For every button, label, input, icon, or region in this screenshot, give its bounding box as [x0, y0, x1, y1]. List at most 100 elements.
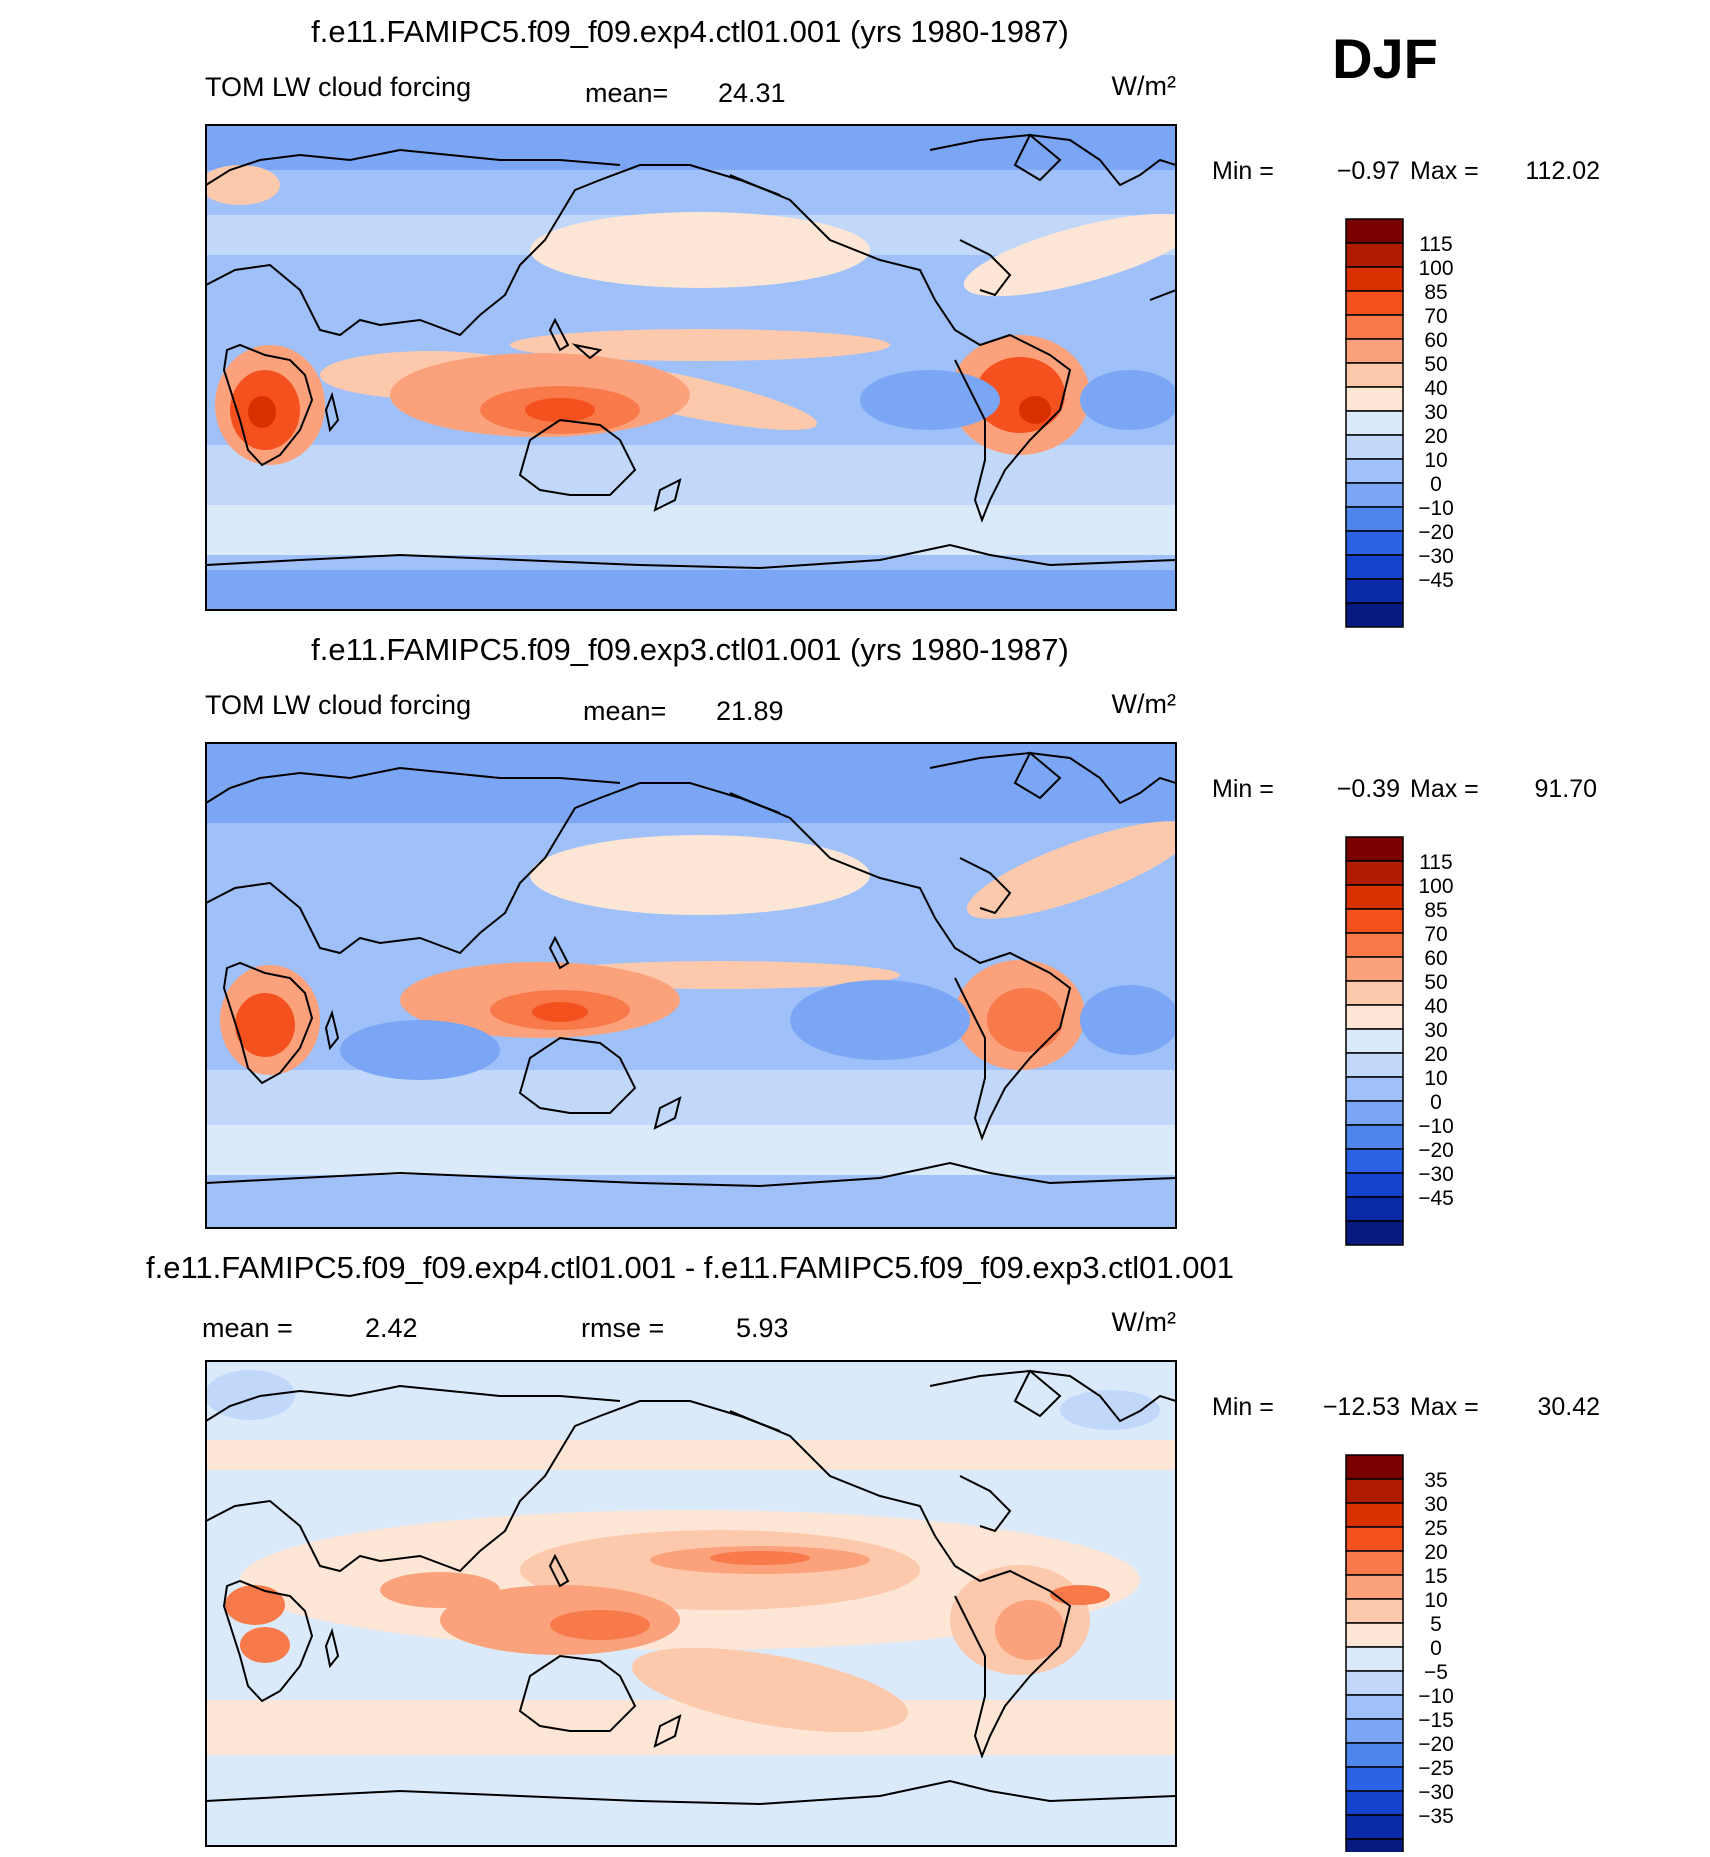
colorbar-swatch	[1345, 1148, 1404, 1174]
colorbar-label: 35	[1424, 1469, 1447, 1492]
europe-patch	[206, 165, 280, 205]
max-value: 112.02	[1525, 157, 1600, 185]
indian-ocean-dry	[340, 1020, 500, 1080]
colorbar-swatch	[1345, 362, 1404, 388]
field-blobs	[206, 1370, 1160, 1733]
colorbar-label: −20	[1418, 1139, 1454, 1162]
mean-value: 2.42	[365, 1313, 418, 1343]
colorbar-label: 85	[1424, 899, 1447, 922]
colorbar-label: −20	[1418, 1733, 1454, 1756]
colorbar-label: 0	[1430, 1091, 1442, 1114]
units-label: W/m²	[1112, 689, 1176, 719]
north-atlantic-band	[966, 821, 1176, 919]
mean-label: mean=	[583, 696, 666, 726]
colorbar-label: −30	[1418, 1781, 1454, 1804]
panel-exp3: f.e11.FAMIPC5.f09_f09.exp3.ctl01.001 (yr…	[205, 632, 1597, 1246]
mean-value: 24.31	[718, 78, 786, 108]
units-label: W/m²	[1112, 71, 1176, 101]
min-value: −0.39	[1337, 775, 1400, 803]
colorbar-swatch	[1345, 1076, 1404, 1102]
panel-title: f.e11.FAMIPC5.f09_f09.exp3.ctl01.001 (yr…	[311, 632, 1069, 667]
maritime-warm-core	[550, 1610, 650, 1640]
colorbar-label: 115	[1419, 851, 1452, 874]
colorbar-label: 60	[1424, 329, 1447, 352]
amazon-peak	[1019, 396, 1051, 424]
colorbar-swatch	[1345, 530, 1404, 556]
mean-label: mean=	[585, 78, 668, 108]
map-frame	[205, 1360, 1177, 1847]
colorbar-swatch	[1345, 1220, 1404, 1246]
map-frame	[205, 124, 1177, 611]
africa-core	[235, 993, 295, 1057]
colorbar-label: 40	[1424, 377, 1447, 400]
colorbar-label: 85	[1424, 281, 1447, 304]
colorbar-swatch	[1345, 1718, 1404, 1744]
colorbar-swatch	[1345, 884, 1404, 910]
map-field	[205, 124, 1177, 611]
max-value: 30.42	[1537, 1393, 1600, 1421]
south-atlantic-dry	[1080, 985, 1176, 1055]
africa-warm-south	[240, 1627, 290, 1663]
coastlines	[206, 1369, 1176, 1806]
colorbar-swatch	[1345, 980, 1404, 1006]
colorbar-label: 10	[1424, 449, 1447, 472]
colorbar-label: 20	[1424, 1541, 1447, 1564]
north-pacific-high	[530, 835, 870, 915]
colorbar-swatch	[1345, 410, 1404, 436]
colorbar-swatch	[1345, 1742, 1404, 1768]
map-frame	[205, 742, 1177, 1229]
colorbar-label: −10	[1418, 1115, 1454, 1138]
colorbar-label: 15	[1424, 1565, 1447, 1588]
colorbar-swatch	[1345, 482, 1404, 508]
north-band	[206, 1440, 1176, 1470]
colorbar-label: 10	[1424, 1067, 1447, 1090]
colorbar-label: 30	[1424, 1493, 1447, 1516]
colorbar-label: −20	[1418, 521, 1454, 544]
variable-label: TOM LW cloud forcing	[205, 690, 471, 720]
colorbar-label: 25	[1424, 1517, 1447, 1540]
storm-track-south	[206, 505, 1176, 555]
panel-title: f.e11.FAMIPC5.f09_f09.exp4.ctl01.001 (yr…	[311, 14, 1069, 49]
colorbar-swatch	[1345, 860, 1404, 886]
colorbar-swatch	[1345, 956, 1404, 982]
colorbar-swatch	[1345, 1790, 1404, 1816]
colorbar-swatch	[1345, 1814, 1404, 1840]
colorbar-swatch	[1345, 1502, 1404, 1528]
panel-title: f.e11.FAMIPC5.f09_f09.exp4.ctl01.001 - f…	[146, 1250, 1234, 1285]
colorbar-swatch	[1345, 578, 1404, 604]
colorbar-swatch	[1345, 338, 1404, 364]
south-atlantic-dry	[1080, 370, 1176, 430]
max-label: Max =	[1410, 157, 1479, 185]
colorbar-swatch	[1345, 1622, 1404, 1648]
colorbar-label: −35	[1418, 1805, 1454, 1828]
colorbar-swatch	[1345, 1766, 1404, 1792]
min-value: −12.53	[1323, 1393, 1400, 1421]
colorbar-label: 0	[1430, 473, 1442, 496]
amazon-core	[987, 988, 1063, 1052]
rmse-value: 5.93	[736, 1313, 789, 1343]
south-pacific-warm	[631, 1647, 909, 1733]
coastlines	[206, 133, 1176, 570]
colorbar-swatch	[1345, 506, 1404, 532]
field-bands	[206, 1440, 1176, 1755]
colorbar-swatch	[1345, 554, 1404, 580]
subtropic-band-south	[206, 1070, 1176, 1125]
coastlines	[206, 751, 1176, 1188]
colorbar-swatch	[1345, 908, 1404, 934]
colorbar-swatch	[1345, 218, 1404, 244]
colorbar-label: 20	[1424, 1043, 1447, 1066]
north-atlantic-band	[963, 213, 1176, 297]
colorbar-swatch	[1345, 242, 1404, 268]
colorbar-label: −10	[1418, 497, 1454, 520]
season-label: DJF	[1332, 27, 1438, 90]
east-pacific-dry	[860, 370, 1000, 430]
colorbar-swatch	[1345, 458, 1404, 484]
colorbar-label: 60	[1424, 947, 1447, 970]
panel-difference: f.e11.FAMIPC5.f09_f09.exp4.ctl01.001 - f…	[146, 1250, 1600, 1857]
colorbar-swatch	[1345, 1598, 1404, 1624]
colorbar-swatch	[1345, 602, 1404, 628]
field-blobs	[220, 821, 1176, 1080]
colorbar-swatch	[1345, 1526, 1404, 1552]
